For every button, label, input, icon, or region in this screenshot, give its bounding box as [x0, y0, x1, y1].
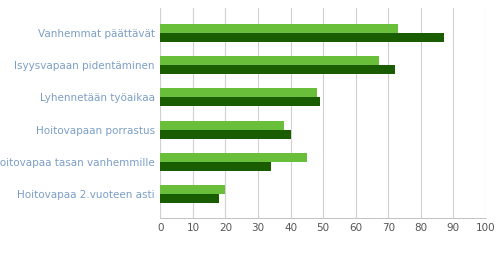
Bar [160, 185, 225, 194]
Bar [160, 130, 291, 139]
Bar [160, 97, 320, 106]
Bar [160, 33, 443, 42]
Bar [160, 88, 317, 97]
Bar [160, 56, 379, 65]
Bar [160, 162, 271, 171]
Bar [160, 194, 219, 203]
Bar [160, 153, 307, 162]
Bar [160, 65, 395, 74]
Bar [160, 120, 284, 130]
Bar [160, 24, 398, 33]
